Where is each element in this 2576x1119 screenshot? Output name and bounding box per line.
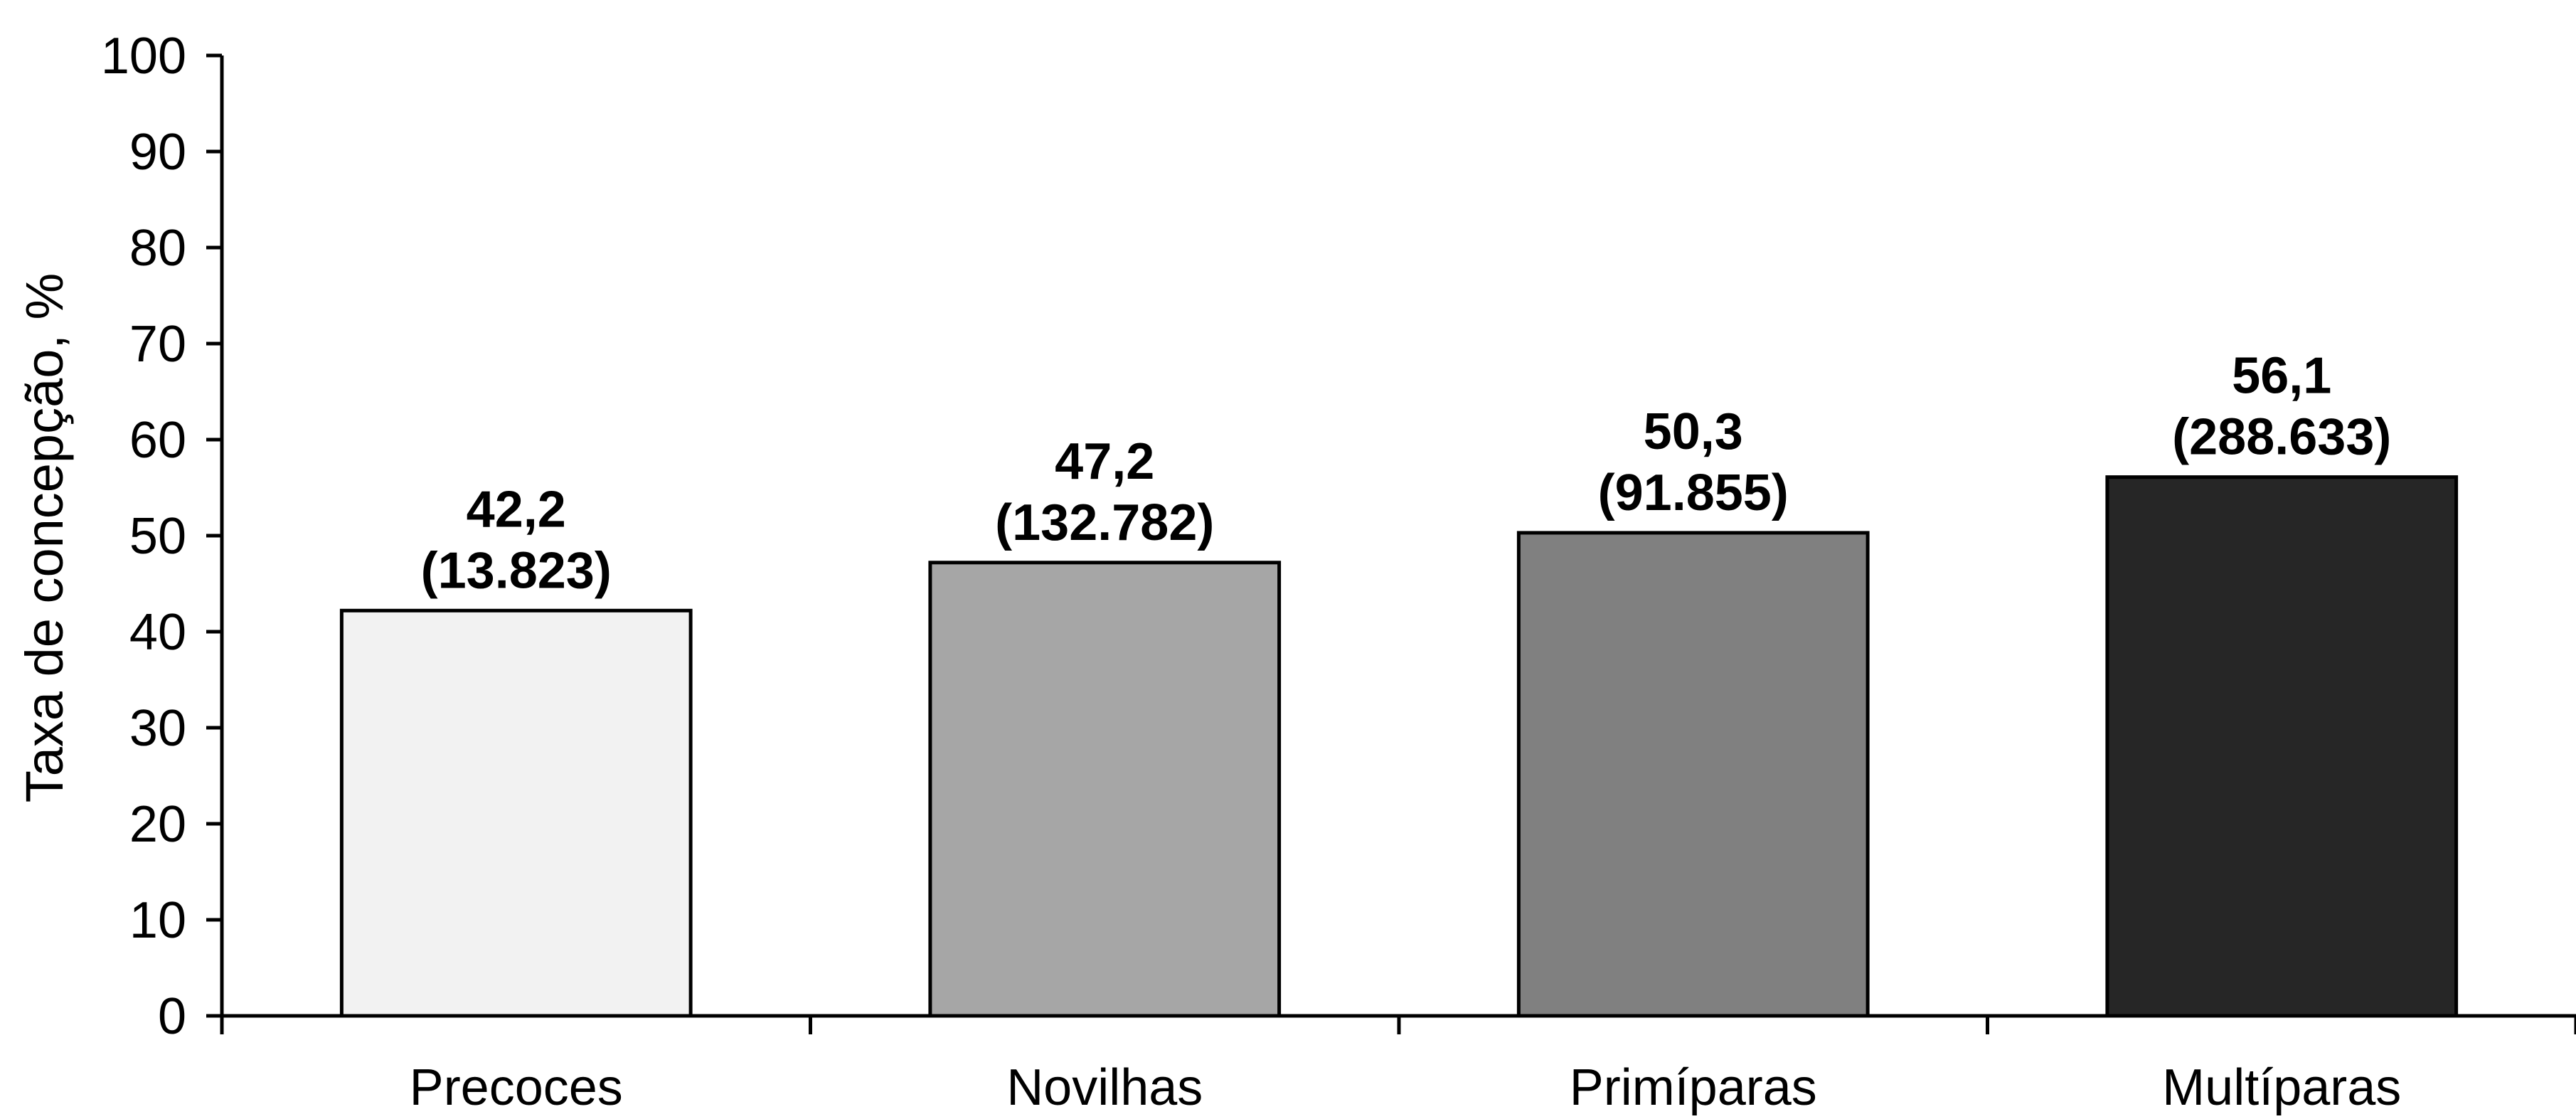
data-labels: 42,2(13.823) 47,2(132.782) 50,3(91.855) 56,… <box>421 348 2392 600</box>
y-tick-label: 40 <box>129 604 186 661</box>
y-tick-label: 50 <box>129 508 186 565</box>
bar-count-label: (13.823) <box>421 542 612 599</box>
y-tick-label: 70 <box>129 316 186 373</box>
bar-count-label: (91.855) <box>1598 465 1789 521</box>
y-tick-label: 60 <box>129 412 186 469</box>
y-tick-label: 10 <box>129 892 186 949</box>
bar-value-label: 50,3 <box>1644 403 1743 460</box>
y-tick-label: 80 <box>129 220 186 277</box>
bar-precoces <box>339 608 693 1018</box>
bar-value-label: 56,1 <box>2232 348 2331 405</box>
x-category-label: Primíparas <box>1570 1059 1817 1116</box>
x-axis: Precoces Novilhas Primíparas Multíparas <box>220 1014 2576 1116</box>
y-tick-label: 90 <box>129 124 186 181</box>
bar-primíparas <box>1516 531 1870 1018</box>
x-category-label: Precoces <box>410 1059 623 1116</box>
bar-multíparas <box>2105 475 2459 1018</box>
bar-value-label: 47,2 <box>1055 433 1154 490</box>
bar-count-label: (132.782) <box>995 494 1214 551</box>
bar-novilhas <box>928 561 1282 1018</box>
y-tick-label: 100 <box>101 28 186 85</box>
bar-value-label: 42,2 <box>467 481 566 538</box>
y-tick-label: 30 <box>129 700 186 757</box>
y-axis: 0 10 20 30 40 50 60 70 80 90 100 <box>101 28 224 1045</box>
y-tick-label: 20 <box>129 796 186 853</box>
bars <box>339 475 2459 1018</box>
y-tick-label: 0 <box>158 988 186 1045</box>
x-category-label: Multíparas <box>2162 1059 2401 1116</box>
x-category-label: Novilhas <box>1006 1059 1203 1116</box>
y-axis-title: Taxa de concepção, % <box>15 273 74 803</box>
bar-count-label: (288.633) <box>2172 409 2391 466</box>
